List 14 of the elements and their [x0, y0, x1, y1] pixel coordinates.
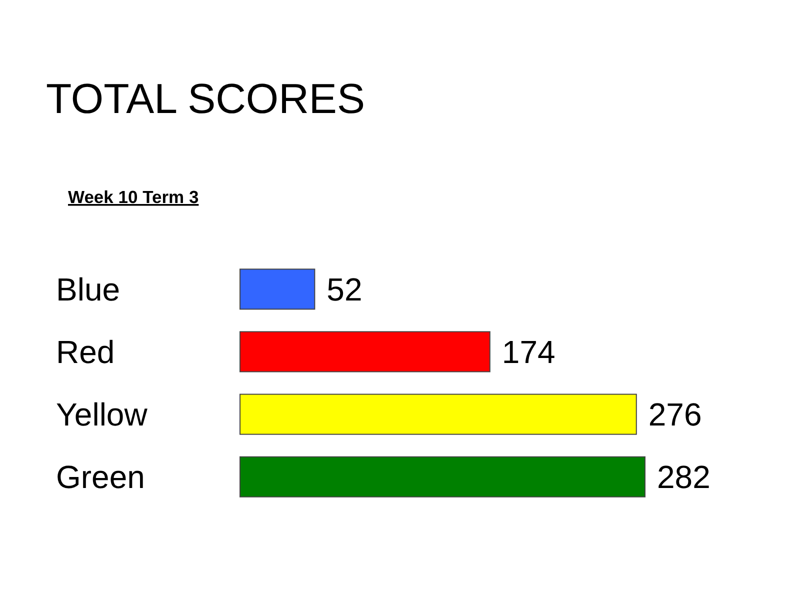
data-label: 276	[648, 396, 702, 432]
bar	[240, 394, 637, 435]
chart-subtitle: Week 10 Term 3	[68, 187, 199, 207]
y-tick-label: Blue	[56, 271, 120, 308]
y-tick-label: Red	[56, 334, 115, 370]
y-tick-label: Yellow	[56, 396, 148, 432]
data-label: 282	[657, 459, 710, 496]
bar	[240, 268, 316, 310]
data-label: 52	[326, 271, 362, 308]
chart-title: TOTAL SCORES	[46, 75, 365, 122]
y-tick-label: Green	[56, 459, 145, 496]
bar	[240, 331, 490, 372]
bar	[240, 456, 646, 498]
data-label: 174	[502, 334, 556, 370]
